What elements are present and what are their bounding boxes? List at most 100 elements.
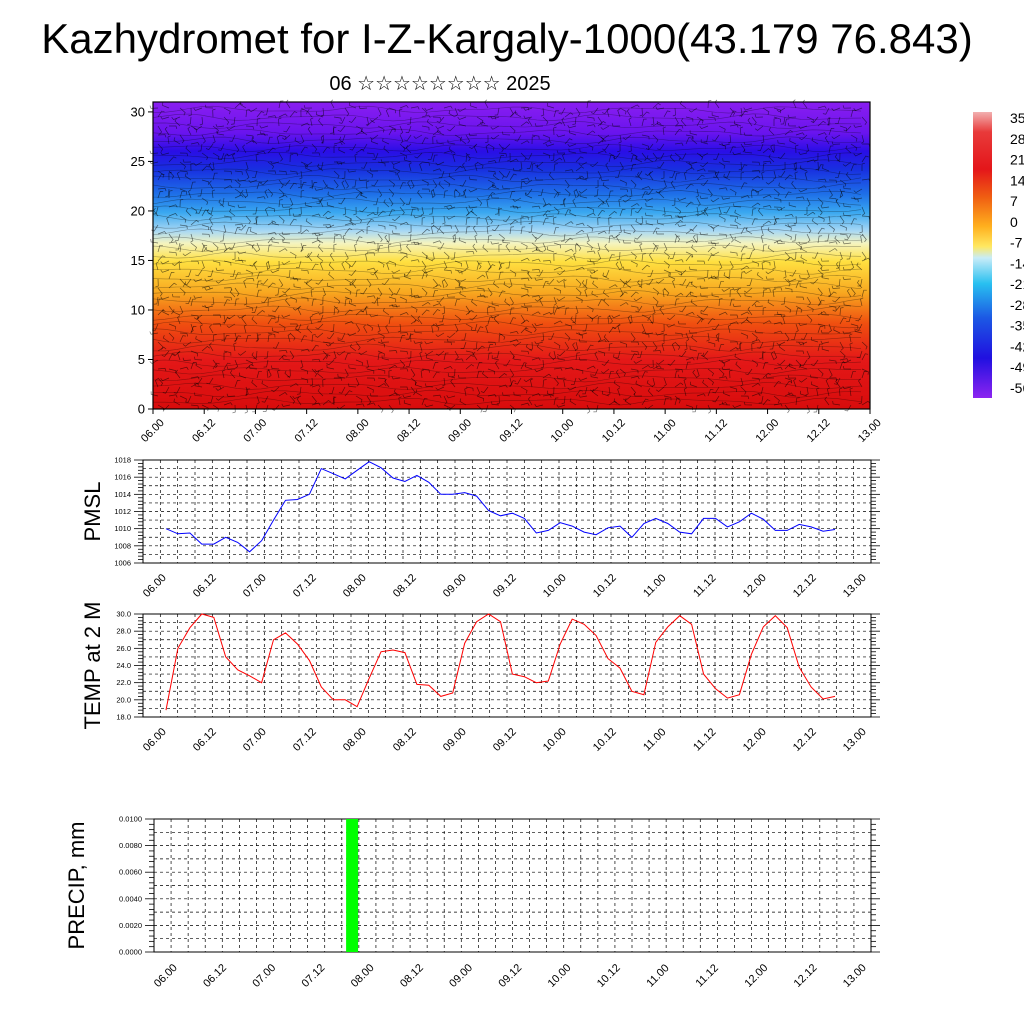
chart-subtitle: 06 ☆☆☆☆☆☆☆☆ 2025 xyxy=(329,73,551,95)
section-xtick-label: 10.00 xyxy=(549,417,577,445)
section-wind-barbs xyxy=(149,99,871,414)
panel-ytick-label: 0.0080 xyxy=(119,841,142,850)
panel-ytick-label: 1012 xyxy=(114,507,131,516)
panel-xtick-label: 10.12 xyxy=(591,572,619,600)
section-ytick-label: 5 xyxy=(138,352,145,367)
colorbar-ramp xyxy=(973,112,992,398)
panel-ytick-label: 26.0 xyxy=(116,644,131,653)
panel-ytick-label: 1018 xyxy=(114,456,131,465)
section-xtick-label: 12.00 xyxy=(753,417,781,445)
pmsl-panel: 1006 1008 1010 1012 1014 1016 1018 06.00 06.12 07… xyxy=(80,456,880,600)
panel-xtick-label: 11.00 xyxy=(641,572,668,599)
colorbar-label: -28 xyxy=(1010,297,1024,313)
section-xtick-label: 11.00 xyxy=(651,417,678,444)
panel-xtick-label: 11.12 xyxy=(691,572,718,599)
panel-xtick-label: 07.00 xyxy=(250,962,278,990)
section-xtick-label: 07.12 xyxy=(293,417,321,445)
panel-ytick-label: 1008 xyxy=(114,541,131,550)
chart-title: Kazhydromet for I-Z-Kargaly-1000(43.179 … xyxy=(41,15,973,62)
section-ytick-label: 20 xyxy=(131,203,145,218)
panel-xtick-label: 06.00 xyxy=(141,572,169,600)
panel-xtick-label: 13.00 xyxy=(841,962,869,990)
panel-xtick-label: 08.12 xyxy=(391,726,419,754)
section-ytick-label: 15 xyxy=(131,253,145,268)
colorbar-label: -42 xyxy=(1010,338,1024,354)
colorbar-label: -14 xyxy=(1010,255,1024,271)
panel-xtick-label: 13.00 xyxy=(841,726,869,754)
precip-panel: 0.0000 0.0020 0.0040 0.0060 0.0080 0.0100 06.0… xyxy=(64,815,880,990)
panel-ytick-label: 1010 xyxy=(114,524,131,533)
panel-ytick-label: 30.0 xyxy=(116,610,131,619)
panel-xtick-label: 07.12 xyxy=(291,726,319,754)
panel-grid xyxy=(143,614,871,717)
panel-xtick-label: 11.00 xyxy=(644,962,671,989)
section-xtick-label: 11.12 xyxy=(703,417,730,444)
panel-xtick-label: 06.12 xyxy=(201,962,229,990)
panel-xtick-label: 11.00 xyxy=(641,726,668,753)
panel-ytick-label: 1006 xyxy=(114,559,131,568)
panel-xtick-label: 10.12 xyxy=(591,726,619,754)
panel-ytick-label: 1016 xyxy=(114,473,131,482)
panel-ylabel: TEMP at 2 M xyxy=(80,602,105,730)
panel-xtick-label: 09.12 xyxy=(491,726,519,754)
colorbar-label: -35 xyxy=(1010,318,1024,334)
panel-xtick-label: 11.12 xyxy=(694,962,721,989)
panel-xtick-label: 06.00 xyxy=(152,962,180,990)
panel-xtick-label: 09.00 xyxy=(447,962,475,990)
panel-xtick-label: 09.00 xyxy=(441,572,469,600)
panel-xtick-label: 06.12 xyxy=(191,572,219,600)
section-xtick-label: 07.00 xyxy=(241,417,269,445)
panel-ytick-label: 20.0 xyxy=(116,695,131,704)
panel-xtick-label: 08.00 xyxy=(349,962,377,990)
panel-ylabel: PMSL xyxy=(80,482,105,542)
panel-ytick-label: 0.0020 xyxy=(119,921,142,930)
panel-grid xyxy=(143,460,871,563)
panel-xtick-label: 12.12 xyxy=(791,572,819,600)
panel-xtick-label: 06.12 xyxy=(191,726,219,754)
panel-xtick-label: 07.12 xyxy=(300,962,328,990)
colorbar-label: -49 xyxy=(1010,359,1024,375)
precip-bar xyxy=(346,819,359,952)
panel-xtick-label: 10.00 xyxy=(546,962,574,990)
temp-line xyxy=(165,613,836,711)
panel-ylabel: PRECIP, mm xyxy=(64,822,89,950)
colorbar-label: -21 xyxy=(1010,276,1024,292)
colorbar: 35 28 21 14 7 0 -7 -14 -21 -28 -35 -42 -49 -56 xyxy=(973,110,1024,398)
section-xtick-label: 12.12 xyxy=(805,417,833,445)
panel-xtick-label: 12.12 xyxy=(791,726,819,754)
panel-ytick-label: 1014 xyxy=(114,490,131,499)
section-isolines xyxy=(152,105,862,406)
colorbar-label: 21 xyxy=(1010,152,1024,168)
panel-xtick-label: 09.00 xyxy=(441,726,469,754)
panel-xtick-label: 11.12 xyxy=(691,726,718,753)
panel-xtick-label: 13.00 xyxy=(841,572,869,600)
panel-xtick-label: 12.12 xyxy=(792,962,820,990)
colorbar-label: 14 xyxy=(1010,172,1024,188)
panel-xtick-label: 08.12 xyxy=(398,962,426,990)
panel-xtick-label: 06.00 xyxy=(141,726,169,754)
vertical-section-panel: 0 5 10 15 20 25 30 06.00 06.12 07.00 07.12 08.00 08.… xyxy=(131,99,884,445)
section-xtick-label: 08.12 xyxy=(395,417,423,445)
colorbar-label: -56 xyxy=(1010,380,1024,396)
panel-xtick-label: 10.00 xyxy=(541,572,569,600)
colorbar-label: -7 xyxy=(1010,235,1023,251)
section-xtick-label: 09.00 xyxy=(446,417,474,445)
panel-xtick-label: 07.12 xyxy=(291,572,319,600)
panel-ytick-label: 24.0 xyxy=(116,661,131,670)
panel-xtick-label: 07.00 xyxy=(241,726,269,754)
section-ytick-label: 10 xyxy=(131,302,145,317)
colorbar-label: 7 xyxy=(1010,193,1018,209)
panel-xtick-label: 08.12 xyxy=(391,572,419,600)
panel-ytick-label: 0.0060 xyxy=(119,868,142,877)
section-xtick-label: 08.00 xyxy=(344,417,372,445)
panel-xtick-label: 07.00 xyxy=(241,572,269,600)
panel-ytick-label: 0.0000 xyxy=(119,948,142,957)
panel-ytick-label: 28.0 xyxy=(116,627,131,636)
section-ytick-label: 0 xyxy=(138,402,145,417)
temp-panel: 18.0 20.0 22.0 24.0 26.0 28.0 30.0 06.00 06.12 07… xyxy=(80,602,880,754)
panel-xtick-label: 08.00 xyxy=(341,572,369,600)
section-xtick-label: 06.00 xyxy=(139,417,167,445)
panel-xtick-label: 10.12 xyxy=(595,962,623,990)
section-ytick-label: 30 xyxy=(131,104,145,119)
